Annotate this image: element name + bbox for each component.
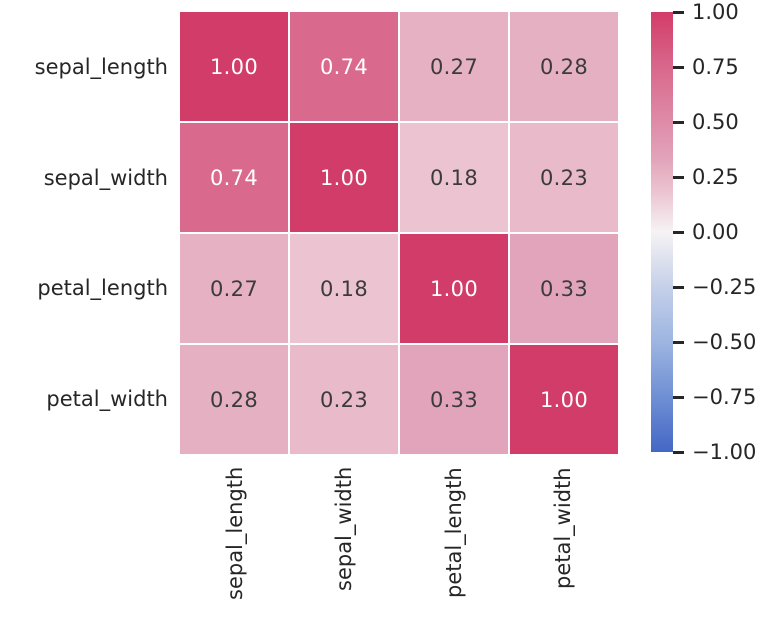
colorbar-tick-label: −0.50 xyxy=(692,330,757,354)
heatmap-cell: 1.00 xyxy=(180,12,288,121)
cell-value: 1.00 xyxy=(430,276,478,301)
colorbar-tick-mark xyxy=(673,120,684,124)
cell-value: 0.33 xyxy=(540,276,588,301)
cell-value: 0.74 xyxy=(210,165,258,190)
heatmap-cell: 0.33 xyxy=(510,234,618,343)
heatmap-cell: 0.18 xyxy=(290,234,398,343)
colorbar-tick-mark xyxy=(673,175,684,179)
colorbar-tick-label: 0.75 xyxy=(692,55,739,79)
row-label: sepal_length xyxy=(34,55,168,80)
heatmap-cell: 1.00 xyxy=(290,123,398,232)
cell-value: 0.28 xyxy=(210,387,258,412)
colorbar-tick-mark xyxy=(673,10,684,14)
heatmap-cell: 1.00 xyxy=(400,234,508,343)
cell-value: 1.00 xyxy=(540,387,588,412)
colorbar-tick-mark xyxy=(673,340,684,344)
cell-value: 0.27 xyxy=(430,54,478,79)
cell-value: 0.23 xyxy=(320,387,368,412)
heatmap-cell: 1.00 xyxy=(510,345,618,454)
colorbar-tick-label: 0.25 xyxy=(692,165,739,189)
heatmap-cell: 0.28 xyxy=(510,12,618,121)
cell-value: 0.28 xyxy=(540,54,588,79)
colorbar-tick-label: 1.00 xyxy=(692,0,739,24)
colorbar-tick-mark xyxy=(673,65,684,69)
heatmap-cell: 0.23 xyxy=(510,123,618,232)
colorbar-tick-label: 0.50 xyxy=(692,110,739,134)
heatmap-grid: 1.00 0.74 0.27 0.28 0.74 1.00 0.18 0.23 0.27 0.18… xyxy=(180,12,618,454)
cell-value: 0.23 xyxy=(540,165,588,190)
heatmap-cell: 0.74 xyxy=(290,12,398,121)
colorbar-tick-label: −1.00 xyxy=(692,440,757,464)
colorbar-tick-mark xyxy=(673,450,684,454)
colorbar xyxy=(651,12,673,452)
colorbar-tick-label: −0.25 xyxy=(692,275,757,299)
column-label: sepal_width xyxy=(332,466,357,591)
colorbar-tick-label: −0.75 xyxy=(692,385,757,409)
column-label: sepal_length xyxy=(222,466,247,600)
heatmap-cell: 0.28 xyxy=(180,345,288,454)
heatmap-cell: 0.33 xyxy=(400,345,508,454)
colorbar-tick-mark xyxy=(673,285,684,289)
heatmap-cell: 0.74 xyxy=(180,123,288,232)
colorbar-tick-mark xyxy=(673,395,684,399)
cell-value: 1.00 xyxy=(210,54,258,79)
cell-value: 0.18 xyxy=(320,276,368,301)
row-label: sepal_width xyxy=(43,165,168,190)
cell-value: 0.27 xyxy=(210,276,258,301)
heatmap-cell: 0.18 xyxy=(400,123,508,232)
row-label: petal_length xyxy=(37,276,168,301)
heatmap-cell: 0.27 xyxy=(180,234,288,343)
cell-value: 0.33 xyxy=(430,387,478,412)
colorbar-tick-mark xyxy=(673,230,684,234)
cell-value: 0.74 xyxy=(320,54,368,79)
heatmap-cell: 0.27 xyxy=(400,12,508,121)
heatmap-cell: 0.23 xyxy=(290,345,398,454)
row-label: petal_width xyxy=(46,386,168,411)
cell-value: 0.18 xyxy=(430,165,478,190)
cell-value: 1.00 xyxy=(320,165,368,190)
column-label: petal_width xyxy=(551,467,576,589)
column-label: petal_length xyxy=(441,467,466,598)
colorbar-tick-label: 0.00 xyxy=(692,220,739,244)
